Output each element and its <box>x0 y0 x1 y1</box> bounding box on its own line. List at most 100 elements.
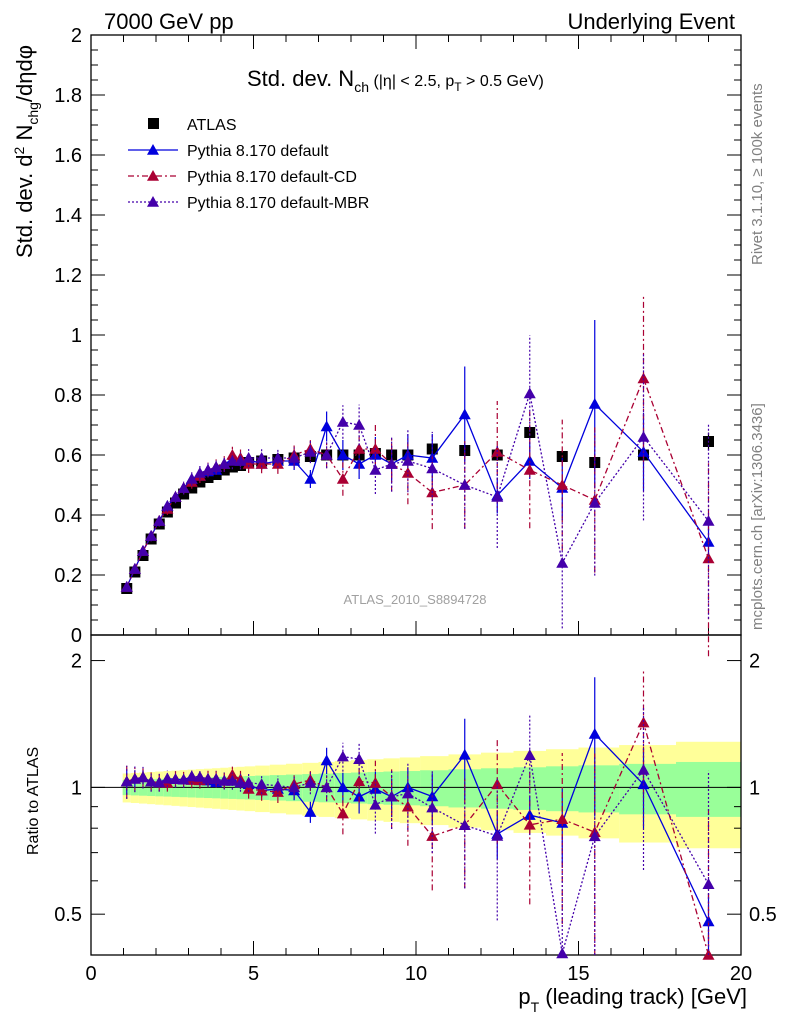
mc-point <box>145 530 158 541</box>
ratio-point <box>177 773 190 785</box>
ratio-point <box>210 773 223 784</box>
ratio-point <box>369 798 382 810</box>
mc-point <box>458 408 471 420</box>
mc-point <box>304 446 317 457</box>
mc-point <box>458 479 471 490</box>
ratio-point <box>242 782 255 794</box>
ratio-series-line <box>126 752 710 954</box>
mc-point <box>401 467 414 478</box>
mc-point <box>320 449 333 460</box>
y-tick-label: 2 <box>71 25 82 47</box>
ratio-point <box>401 787 414 799</box>
legend-entry: Pythia 8.170 default <box>187 143 329 160</box>
legend-entry: Pythia 8.170 default-MBR <box>187 195 369 212</box>
ratio-y-tick-label: 2 <box>71 651 82 673</box>
ratio-point <box>185 770 198 782</box>
ratio-point <box>353 775 366 787</box>
mc-point <box>369 464 382 475</box>
ratio-y-tick-label: 0.5 <box>54 904 82 926</box>
main-series <box>120 295 715 657</box>
mc-point <box>588 497 601 508</box>
ratio-point <box>320 781 333 793</box>
y-tick-label: 0.2 <box>54 565 82 587</box>
ratio-point <box>556 947 569 959</box>
ratio-point <box>491 829 504 841</box>
mc-point <box>336 449 349 460</box>
ratio-point <box>234 776 247 788</box>
ratio-point <box>637 716 650 728</box>
mc-point <box>242 458 255 469</box>
ratio-point <box>336 807 349 819</box>
ratio-y-tick-label-right: 0.5 <box>749 904 777 926</box>
ratio-series-line <box>126 732 710 922</box>
mc-point <box>255 458 268 469</box>
ratio-point <box>169 773 182 785</box>
analysis-watermark: ATLAS_2010_S8894728 <box>344 592 487 607</box>
ratio-point <box>369 776 382 788</box>
mc-point <box>169 491 182 502</box>
mc-point <box>336 473 349 484</box>
ratio-point <box>193 770 206 782</box>
ratio-point <box>385 790 398 802</box>
ratio-point <box>288 781 301 793</box>
ratio-point <box>120 775 133 787</box>
mc-point <box>320 420 333 432</box>
mc-point <box>401 455 414 466</box>
y-tick-label: 1.4 <box>54 205 82 227</box>
mc-point <box>637 431 650 442</box>
ratio-point <box>218 774 231 786</box>
ratio-point <box>336 781 349 793</box>
band-inner <box>578 765 620 813</box>
ratio-point <box>523 749 536 760</box>
mc-point <box>120 581 133 592</box>
ratio-point <box>153 776 166 788</box>
rivet-label: Rivet 3.1.10, ≥ 100k events <box>749 83 766 265</box>
ratio-y-tick-label: 1 <box>71 777 82 799</box>
mc-point <box>556 479 569 490</box>
ratio-point <box>353 790 366 802</box>
ratio-point <box>458 748 471 760</box>
mc-point <box>556 557 569 568</box>
mc-point <box>288 452 301 463</box>
y-tick-label: 1.6 <box>54 145 82 167</box>
ratio-point <box>336 750 349 762</box>
ratio-point <box>161 772 174 784</box>
ratio-point <box>304 806 317 817</box>
ratio-point <box>137 771 149 783</box>
mc-point <box>588 398 601 409</box>
mc-point <box>202 464 214 475</box>
atlas-point <box>226 461 238 473</box>
ratio-point <box>145 775 158 787</box>
axis-ticks: 0 5 10 15 20 0 0.2 0.4 0.6 0.8 1 1.2 1.4 1.6 1.8 2 0.5 0.… <box>54 25 777 985</box>
ratio-y-tick-label-right: 1 <box>749 777 760 799</box>
header-right: Underlying Event <box>567 9 735 34</box>
mc-point <box>226 455 239 466</box>
ratio-point <box>458 819 471 831</box>
mc-point <box>153 515 166 526</box>
mc-point <box>226 449 239 460</box>
series-line <box>126 376 710 588</box>
x-axis-label: pT (leading track) [GeV] <box>518 984 747 1015</box>
ratio-point <box>353 753 366 764</box>
ratio-y-tick-label-right: 2 <box>749 651 760 673</box>
legend-marker-atlas <box>148 118 159 129</box>
ratio-point <box>271 779 284 791</box>
mc-point <box>385 458 398 469</box>
legend-marker <box>147 144 159 155</box>
y-tick-label: 0.6 <box>54 445 82 467</box>
legend: ATLAS Pythia 8.170 default Pythia 8.170 de… <box>128 117 369 212</box>
mc-point <box>426 462 439 474</box>
y-tick-label: 0 <box>71 625 82 647</box>
mc-point <box>491 491 504 502</box>
y-tick-label: 1.2 <box>54 265 82 287</box>
ratio-point <box>242 776 255 788</box>
mc-point <box>353 443 366 454</box>
mc-point <box>702 515 715 526</box>
x-tick-label: 0 <box>85 963 96 985</box>
mc-point <box>185 473 198 484</box>
series-line <box>126 402 710 588</box>
mc-point <box>353 419 366 430</box>
x-tick-label: 15 <box>567 963 589 985</box>
ratio-point <box>523 818 536 830</box>
